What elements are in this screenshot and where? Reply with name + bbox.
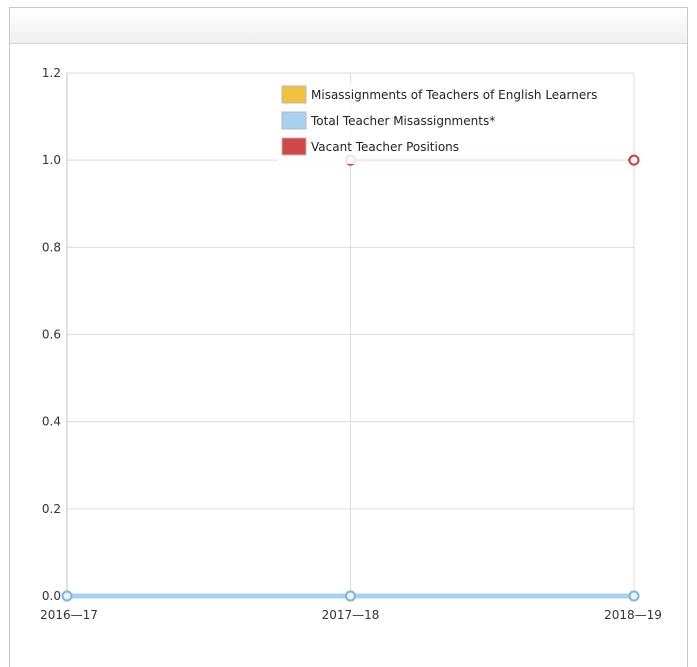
y-tick-label: 0.2 <box>42 502 61 516</box>
y-tick-label: 0.0 <box>42 589 61 603</box>
y-tick-label: 1.2 <box>42 66 61 80</box>
line-chart: 0.0 0.2 0.4 0.6 0.8 1.0 1.2 2016—17 2017—18 2018—… <box>40 66 662 622</box>
legend-label[interactable]: Misassignments of Teachers of English Le… <box>311 88 597 102</box>
legend-swatch[interactable] <box>281 137 307 156</box>
data-point[interactable] <box>628 590 640 602</box>
data-point[interactable] <box>61 590 73 602</box>
x-tick-label: 2018—19 <box>604 608 662 622</box>
y-tick-label: 0.6 <box>42 328 61 342</box>
legend-label[interactable]: Total Teacher Misassignments* <box>310 114 495 128</box>
legend[interactable]: Misassignments of Teachers of English Le… <box>278 82 628 164</box>
data-point[interactable] <box>345 590 356 602</box>
legend-swatch[interactable] <box>281 85 307 104</box>
y-tick-label: 1.0 <box>42 153 61 167</box>
panel-header <box>10 8 687 44</box>
legend-background <box>278 82 628 164</box>
x-tick-label: 2016—17 <box>40 608 98 622</box>
y-tick-label: 0.4 <box>42 415 61 429</box>
legend-label[interactable]: Vacant Teacher Positions <box>311 140 459 154</box>
data-point[interactable] <box>628 154 640 166</box>
axis-layer: 0.0 0.2 0.4 0.6 0.8 1.0 1.2 2016—17 2017—18 2018—… <box>40 66 662 622</box>
y-tick-label: 0.8 <box>42 240 61 254</box>
legend-swatch[interactable] <box>281 111 307 130</box>
x-tick-label: 2017—18 <box>322 608 380 622</box>
